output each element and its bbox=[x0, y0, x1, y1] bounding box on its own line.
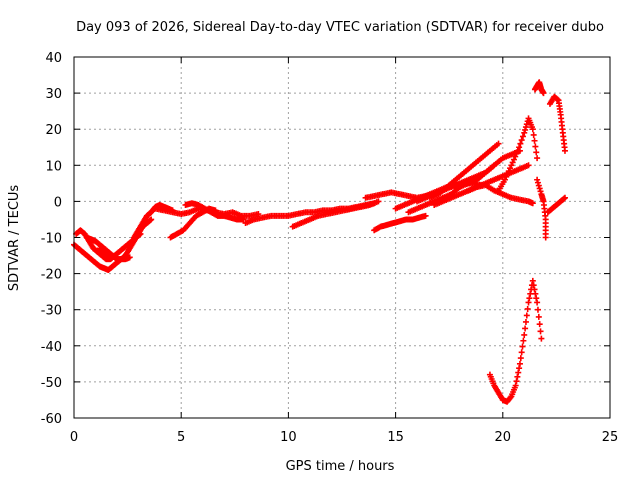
data-points bbox=[71, 79, 568, 405]
data-point-sat-x bbox=[519, 343, 526, 350]
data-point-sat-d bbox=[148, 216, 155, 223]
data-point-sat-s bbox=[531, 137, 538, 144]
data-point-sat-x bbox=[523, 312, 530, 319]
data-point-sat-p bbox=[495, 140, 502, 147]
x-axis-label: GPS time / hours bbox=[286, 459, 395, 474]
data-point-sat-x bbox=[531, 286, 538, 293]
data-point-sat-x bbox=[514, 373, 521, 380]
x-tick-label: 10 bbox=[280, 430, 297, 445]
data-point-sat-x bbox=[520, 337, 527, 344]
data-point-sat-s bbox=[514, 147, 521, 154]
y-tick-label: -40 bbox=[41, 340, 62, 355]
y-tick-label: 0 bbox=[54, 195, 62, 210]
y-tick-label: 10 bbox=[45, 159, 62, 174]
data-point-sat-s bbox=[517, 140, 524, 147]
data-point-sat-x bbox=[532, 290, 539, 297]
data-point-sat-x bbox=[518, 349, 525, 356]
y-tick-label: 30 bbox=[45, 87, 62, 102]
x-tick-label: 15 bbox=[387, 430, 404, 445]
y-tick-label: -50 bbox=[41, 376, 62, 391]
data-point-sat-x bbox=[525, 299, 532, 306]
data-point-sat-x bbox=[522, 325, 529, 332]
data-point-sat-s bbox=[529, 126, 536, 133]
data-point-sat-u bbox=[540, 90, 547, 97]
data-point-sat-s bbox=[516, 144, 523, 151]
y-tick-label: -10 bbox=[41, 232, 62, 247]
data-point-sat-x bbox=[533, 295, 540, 302]
data-point-sat-s bbox=[522, 124, 529, 131]
data-point-sat-x bbox=[535, 313, 542, 320]
data-point-sat-x bbox=[516, 365, 523, 372]
x-tick-label: 25 bbox=[602, 430, 619, 445]
y-tick-label: -20 bbox=[41, 268, 62, 283]
data-point-sat-x bbox=[516, 360, 523, 367]
plot-frame bbox=[73, 56, 611, 419]
data-point-sat-t bbox=[535, 182, 542, 189]
y-axis-label: SDTVAR / TECUs bbox=[7, 185, 22, 292]
data-point-sat-s bbox=[518, 137, 525, 144]
data-point-sat-t bbox=[534, 179, 541, 186]
data-point-sat-t bbox=[542, 234, 549, 241]
y-tick-label: -60 bbox=[41, 412, 62, 427]
data-point-sat-x bbox=[530, 282, 537, 289]
data-point-sat-l bbox=[422, 212, 429, 219]
data-point-sat-f bbox=[255, 211, 262, 218]
data-point-sat-x bbox=[524, 305, 531, 312]
data-point-sat-x bbox=[507, 394, 514, 401]
data-point-sat-x bbox=[527, 290, 534, 297]
data-point-sat-x bbox=[515, 369, 522, 376]
data-point-sat-x bbox=[534, 299, 541, 306]
grid-lines bbox=[74, 57, 610, 418]
y-tick-label: 40 bbox=[45, 51, 62, 66]
x-tick-label: 20 bbox=[495, 430, 512, 445]
data-point-sat-x bbox=[534, 306, 541, 313]
chart-title: Day 093 of 2026, Sidereal Day-to-day VTE… bbox=[76, 20, 604, 35]
data-point-sat-q bbox=[525, 162, 532, 169]
data-point-sat-x bbox=[526, 295, 533, 302]
data-point-sat-s bbox=[533, 149, 540, 156]
data-point-sat-t bbox=[537, 188, 544, 195]
data-point-sat-x bbox=[512, 382, 519, 389]
y-tick-label: 20 bbox=[45, 123, 62, 138]
data-point-sat-r bbox=[529, 200, 536, 207]
data-point-sat-x bbox=[529, 277, 536, 284]
data-point-sat-x bbox=[522, 318, 529, 325]
data-point-sat-x bbox=[537, 328, 544, 335]
data-point-sat-s bbox=[519, 133, 526, 140]
data-point-sat-t bbox=[534, 176, 541, 183]
data-point-sat-s bbox=[534, 155, 541, 162]
y-tick-label: -30 bbox=[41, 304, 62, 319]
data-point-sat-x bbox=[513, 378, 520, 385]
data-point-sat-v bbox=[561, 147, 568, 154]
data-point-sat-x bbox=[536, 321, 543, 328]
data-point-sat-x bbox=[517, 355, 524, 362]
data-point-sat-s bbox=[530, 131, 537, 138]
x-tick-label: 0 bbox=[70, 430, 78, 445]
data-point-sat-x bbox=[521, 331, 528, 338]
data-point-sat-w bbox=[561, 194, 568, 201]
data-point-sat-s bbox=[521, 129, 528, 136]
data-point-sat-x bbox=[538, 335, 545, 342]
data-point-sat-s bbox=[522, 126, 529, 133]
data-point-sat-s bbox=[532, 143, 539, 150]
data-point-sat-a bbox=[126, 254, 133, 261]
data-point-sat-j bbox=[375, 198, 382, 205]
x-tick-label: 5 bbox=[177, 430, 185, 445]
data-point-sat-h bbox=[240, 216, 247, 223]
data-point-sat-t bbox=[536, 185, 543, 192]
